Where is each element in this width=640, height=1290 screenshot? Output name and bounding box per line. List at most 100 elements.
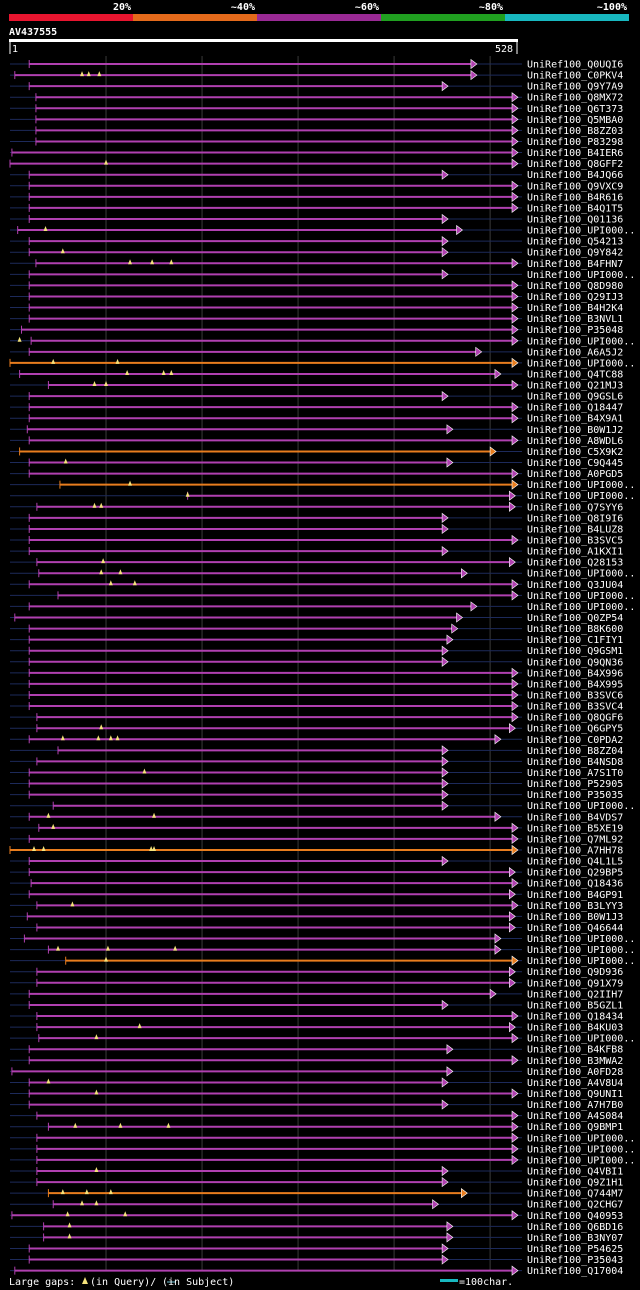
hit-row[interactable]: UniRef100_Q0ZP54 — [10, 612, 623, 624]
hit-row[interactable]: UniRef100_Q0UQI6 — [10, 58, 623, 71]
hit-row[interactable]: UniRef100_B0W1J2 — [10, 424, 623, 436]
hit-label[interactable]: UniRef100_B4LUZ8 — [527, 524, 623, 535]
hit-label[interactable]: UniRef100_UPI000.. — [527, 491, 635, 502]
hit-row[interactable]: UniRef100_Q6T373 — [10, 103, 623, 115]
hit-label[interactable]: UniRef100_Q9VXC9 — [527, 181, 623, 192]
hit-label[interactable]: UniRef100_B4IER6 — [527, 148, 623, 159]
hit-row[interactable]: UniRef100_UPI000.. — [10, 1143, 635, 1155]
hit-label[interactable]: UniRef100_UPI000.. — [527, 226, 635, 237]
hit-row[interactable]: UniRef100_UPI000.. — [10, 601, 635, 613]
hit-row[interactable]: UniRef100_P35035 — [10, 789, 623, 801]
hit-label[interactable]: UniRef100_Q18434 — [527, 1012, 623, 1023]
hit-row[interactable]: UniRef100_Q6BD16 — [10, 1221, 623, 1233]
hit-label[interactable]: UniRef100_B4KFB8 — [527, 1045, 623, 1056]
hit-row[interactable]: UniRef100_Q9D936 — [10, 966, 623, 978]
hit-label[interactable]: UniRef100_B4X995 — [527, 679, 623, 690]
hit-row[interactable]: UniRef100_C0PDA2 — [10, 734, 623, 746]
hit-row[interactable]: UniRef100_B3NVL1 — [10, 313, 623, 325]
hit-row[interactable]: UniRef100_UPI000.. — [9, 357, 635, 369]
hit-row[interactable]: UniRef100_Q46644 — [10, 922, 623, 934]
hit-label[interactable]: UniRef100_Q54213 — [527, 237, 623, 248]
hit-row[interactable]: UniRef100_A4S084 — [10, 1110, 623, 1122]
hit-label[interactable]: UniRef100_Q8MX72 — [527, 93, 623, 104]
hit-row[interactable]: UniRef100_A6A5J2 — [10, 346, 623, 358]
hit-row[interactable]: UniRef100_Q18434 — [10, 1010, 623, 1023]
hit-label[interactable]: UniRef100_B4FHN7 — [527, 259, 623, 270]
hit-label[interactable]: UniRef100_Q18447 — [527, 403, 623, 414]
hit-row[interactable]: UniRef100_P35043 — [10, 1254, 623, 1266]
hit-label[interactable]: UniRef100_B3MWA2 — [527, 1056, 623, 1067]
hit-label[interactable]: UniRef100_UPI000.. — [527, 358, 635, 369]
hit-label[interactable]: UniRef100_Q46644 — [527, 923, 623, 934]
hit-row[interactable]: UniRef100_B4H2K4 — [10, 302, 623, 314]
hit-label[interactable]: UniRef100_B4NSD8 — [527, 757, 623, 768]
hit-row[interactable]: UniRef100_B4X996 — [10, 667, 623, 679]
hit-label[interactable]: UniRef100_A7H7B0 — [527, 1100, 623, 1111]
hit-label[interactable]: UniRef100_B3NY07 — [527, 1233, 623, 1244]
hit-row[interactable]: UniRef100_Q29BP5 — [10, 867, 623, 879]
hit-row[interactable]: UniRef100_Q3JU04 — [10, 579, 623, 591]
hit-row[interactable]: UniRef100_Q9BMP1 — [10, 1121, 623, 1133]
hit-label[interactable]: UniRef100_C9Q445 — [527, 458, 623, 469]
hit-label[interactable]: UniRef100_C1FIY1 — [527, 635, 623, 646]
hit-label[interactable]: UniRef100_UPI000.. — [527, 1144, 635, 1155]
hit-row[interactable]: UniRef100_Q2CHG7 — [10, 1199, 623, 1211]
hit-row[interactable]: UniRef100_C0PKV4 — [10, 69, 623, 82]
hit-label[interactable]: UniRef100_C5X9K2 — [527, 447, 623, 458]
hit-label[interactable]: UniRef100_B3LYY3 — [527, 901, 623, 912]
hit-label[interactable]: UniRef100_Q6T373 — [527, 104, 623, 115]
hit-row[interactable]: UniRef100_Q9Y842 — [10, 247, 623, 259]
hit-row[interactable]: UniRef100_A0PGD5 — [10, 468, 623, 480]
hit-row[interactable]: UniRef100_B4FHN7 — [10, 258, 623, 270]
hit-label[interactable]: UniRef100_Q21MJ3 — [527, 381, 623, 392]
hit-label[interactable]: UniRef100_Q9GSM1 — [527, 646, 623, 657]
hit-label[interactable]: UniRef100_Q9D936 — [527, 967, 623, 978]
hit-label[interactable]: UniRef100_P52905 — [527, 779, 623, 790]
hit-row[interactable]: UniRef100_Q29IJ3 — [10, 291, 623, 303]
hit-row[interactable]: UniRef100_P52905 — [10, 778, 623, 790]
hit-label[interactable]: UniRef100_B4X996 — [527, 668, 623, 679]
hit-row[interactable]: UniRef100_B0W1J3 — [10, 911, 623, 923]
hit-row[interactable]: UniRef100_P83298 — [10, 136, 623, 148]
hit-label[interactable]: UniRef100_Q5MBA0 — [527, 115, 623, 126]
hit-row[interactable]: UniRef100_A7H7B0 — [10, 1099, 623, 1111]
hit-row[interactable]: UniRef100_Q6GPY5 — [10, 723, 623, 735]
hit-row[interactable]: UniRef100_UPI000.. — [10, 224, 635, 237]
hit-row[interactable]: UniRef100_B3MWA2 — [10, 1055, 623, 1067]
hit-row[interactable]: UniRef100_A8WDL6 — [10, 435, 623, 447]
hit-label[interactable]: UniRef100_B5XE19 — [527, 823, 623, 834]
hit-row[interactable]: UniRef100_Q8D980 — [10, 280, 623, 292]
hit-row[interactable]: UniRef100_Q28153 — [10, 557, 623, 569]
hit-label[interactable]: UniRef100_UPI000.. — [527, 270, 635, 281]
hit-label[interactable]: UniRef100_Q91X79 — [527, 978, 623, 989]
hit-label[interactable]: UniRef100_P35035 — [527, 790, 623, 801]
hit-label[interactable]: UniRef100_Q8QGF6 — [527, 713, 623, 724]
hit-row[interactable]: UniRef100_B4KFB8 — [10, 1044, 623, 1056]
hit-label[interactable]: UniRef100_C0PKV4 — [527, 71, 623, 82]
hit-label[interactable]: UniRef100_Q7ML92 — [527, 834, 623, 845]
hit-label[interactable]: UniRef100_Q8D980 — [527, 281, 623, 292]
hit-label[interactable]: UniRef100_B4Q1T5 — [527, 203, 623, 214]
hit-row[interactable]: UniRef100_UPI000.. — [10, 490, 635, 502]
hit-label[interactable]: UniRef100_Q2CHG7 — [527, 1200, 623, 1211]
hit-row[interactable]: UniRef100_B8K600 — [10, 623, 623, 635]
hit-label[interactable]: UniRef100_Q3JU04 — [527, 580, 623, 591]
hit-label[interactable]: UniRef100_Q9BMP1 — [527, 1122, 623, 1133]
hit-row[interactable]: UniRef100_Q9VXC9 — [10, 180, 623, 192]
hit-row[interactable]: UniRef100_B4JQ66 — [10, 169, 623, 181]
hit-row[interactable]: UniRef100_UPI000.. — [10, 1154, 635, 1166]
hit-row[interactable]: UniRef100_B4KU03 — [10, 1021, 623, 1034]
hit-label[interactable]: UniRef100_Q6GPY5 — [527, 724, 623, 735]
hit-label[interactable]: UniRef100_B3SVC5 — [527, 536, 623, 547]
hit-label[interactable]: UniRef100_UPI000.. — [527, 591, 635, 602]
hit-row[interactable]: UniRef100_P54625 — [10, 1243, 623, 1255]
hit-row[interactable]: UniRef100_UPI000.. — [10, 335, 635, 347]
hit-row[interactable]: UniRef100_A0FD28 — [10, 1066, 623, 1078]
hit-row[interactable]: UniRef100_Q18436 — [10, 878, 623, 890]
hit-row[interactable]: UniRef100_C5X9K2 — [10, 446, 623, 458]
hit-label[interactable]: UniRef100_B3SVC6 — [527, 690, 623, 701]
hit-row[interactable]: UniRef100_B4LUZ8 — [10, 523, 623, 535]
hit-row[interactable]: UniRef100_Q9UNI1 — [10, 1088, 623, 1100]
hit-row[interactable]: UniRef100_B4NSD8 — [10, 756, 623, 768]
hit-label[interactable]: UniRef100_A8WDL6 — [527, 436, 623, 447]
